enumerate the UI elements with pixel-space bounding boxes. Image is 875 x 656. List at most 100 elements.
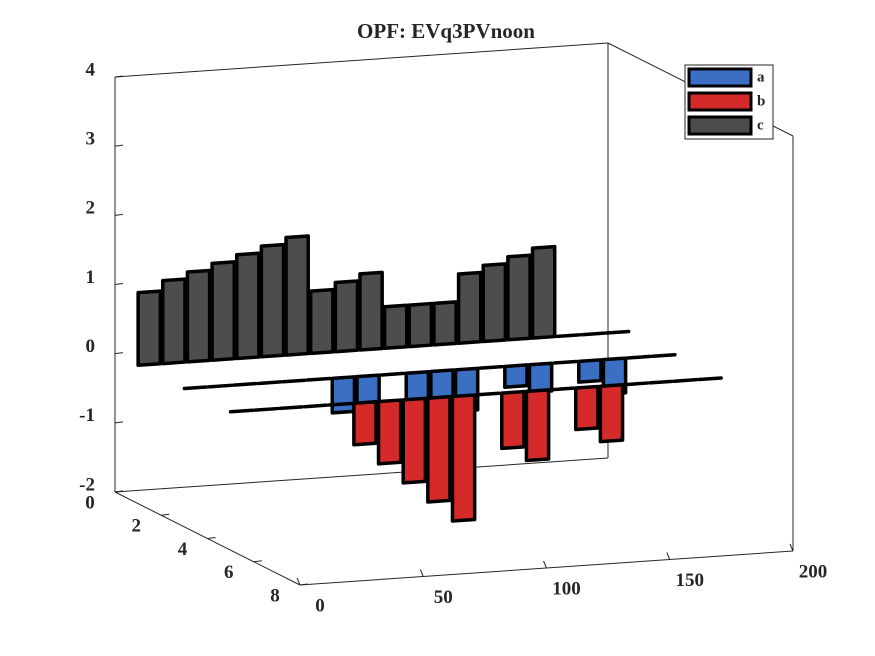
bar [506, 253, 532, 342]
y-tick-label: 4 [178, 539, 188, 560]
bar [407, 301, 434, 349]
legend-swatch [687, 115, 753, 136]
z-tick [114, 352, 124, 355]
z-tick-label: -2 [79, 474, 95, 495]
y-tick [253, 560, 262, 563]
bar [281, 378, 307, 384]
y-tick-label: 8 [270, 585, 280, 606]
bar [697, 376, 723, 382]
bar [626, 354, 653, 360]
bar [182, 385, 209, 391]
y-tick-label: 0 [85, 492, 95, 513]
axis-edge [114, 457, 609, 493]
z-tick-label: 1 [86, 267, 96, 288]
bar [308, 287, 335, 356]
x-tick [419, 569, 424, 577]
x-tick [296, 577, 301, 586]
bar [278, 405, 304, 411]
bar [573, 384, 600, 432]
z-tick-label: -1 [79, 405, 95, 426]
z-tick [114, 144, 124, 147]
x-tick-label: 100 [552, 578, 581, 599]
bar [302, 403, 329, 409]
bar [305, 376, 332, 382]
bar [231, 381, 258, 387]
bar [136, 289, 163, 368]
bar [478, 364, 505, 370]
bar [207, 383, 233, 389]
bar [228, 408, 255, 414]
x-tick-label: 0 [315, 595, 325, 616]
z-tick [114, 75, 124, 78]
bar [185, 268, 212, 364]
bar [161, 277, 187, 366]
x-tick [666, 552, 671, 560]
bar [555, 333, 582, 339]
bar [481, 262, 508, 344]
bar [210, 260, 237, 362]
bar [401, 396, 428, 485]
legend-swatch [687, 67, 753, 88]
z-tick-label: 4 [86, 59, 96, 80]
x-tick-label: 150 [676, 570, 705, 591]
bar [580, 331, 606, 337]
z-tick [114, 421, 124, 424]
bar [577, 358, 603, 384]
bar [259, 242, 286, 359]
bar [352, 400, 378, 447]
chart-title: OPF: EVq3PVnoon [357, 19, 535, 43]
bar [404, 369, 431, 403]
z-tick [114, 213, 124, 216]
x-tick-label: 50 [434, 587, 453, 608]
y-tick [299, 583, 309, 586]
bar [500, 389, 526, 451]
bar [330, 375, 357, 415]
bar [327, 401, 354, 407]
bar [256, 380, 283, 386]
legend-label: a [757, 69, 765, 85]
z-tick-label: 0 [86, 336, 96, 357]
bar [253, 406, 280, 412]
bar [650, 352, 677, 358]
bar [376, 398, 403, 466]
bar [524, 388, 551, 463]
x-tick-label: 200 [799, 561, 828, 582]
z-tick-label: 2 [86, 198, 96, 219]
y-tick [207, 537, 216, 539]
x-tick [789, 543, 794, 552]
bar [530, 244, 557, 340]
bar [333, 279, 360, 354]
bar [527, 361, 554, 395]
legend-label: b [757, 93, 765, 109]
y-tick [114, 490, 124, 493]
bar [598, 383, 625, 444]
legend-label: c [757, 117, 764, 133]
bar [284, 234, 310, 357]
bar [432, 300, 458, 347]
bar [549, 386, 576, 392]
bar [647, 379, 674, 385]
bar [379, 371, 406, 377]
bar [426, 394, 452, 504]
y-tick-label: 2 [132, 516, 142, 537]
bar [552, 359, 579, 365]
bar [475, 391, 502, 397]
z-tick [114, 283, 124, 285]
bar [672, 377, 699, 383]
y-tick-label: 6 [224, 562, 234, 583]
bar [456, 270, 483, 345]
legend-swatch [687, 91, 753, 112]
x-tick [543, 560, 547, 569]
bar [358, 270, 384, 352]
bar [234, 251, 261, 361]
z-tick-label: 3 [86, 129, 96, 150]
bar [503, 363, 529, 389]
axis-edge [114, 42, 609, 78]
bar [604, 329, 631, 335]
bar [623, 381, 649, 387]
y-tick [161, 513, 170, 516]
bar [382, 303, 409, 351]
bar [450, 393, 477, 523]
